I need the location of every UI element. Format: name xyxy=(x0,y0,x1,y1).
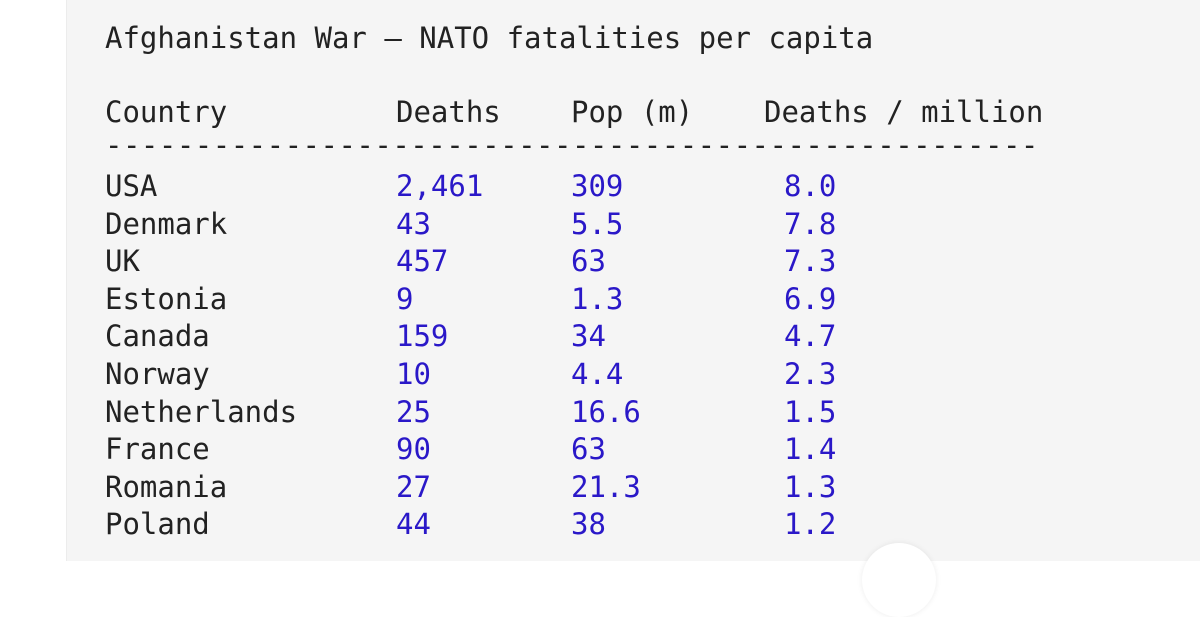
cell-country: Romania xyxy=(105,469,228,504)
cell-pop: 16.6 xyxy=(571,394,641,429)
header-deaths-per-million: Deaths / million xyxy=(764,95,1044,129)
cell-pop: 38 xyxy=(571,507,606,542)
cell-deaths: 27 xyxy=(396,469,431,504)
header-divider: ----------------------------------------… xyxy=(105,128,1039,162)
cell-deaths: 159 xyxy=(396,319,449,354)
table-row: France 90 63 1.4 xyxy=(0,431,1200,469)
cell-pop: 4.4 xyxy=(571,356,624,391)
cell-deaths-per-million: 7.8 xyxy=(784,206,837,241)
cell-deaths-per-million: 1.3 xyxy=(784,469,837,504)
cell-pop: 34 xyxy=(571,319,606,354)
cell-deaths: 2,461 xyxy=(396,169,484,203)
cell-deaths-per-million: 1.5 xyxy=(784,394,837,429)
cell-pop: 1.3 xyxy=(571,281,624,316)
cell-country: USA xyxy=(105,169,158,203)
table-row: Estonia 9 1.3 6.9 xyxy=(0,281,1200,319)
cell-pop: 5.5 xyxy=(571,206,624,241)
cell-country: Denmark xyxy=(105,206,228,241)
cell-country: Estonia xyxy=(105,281,228,316)
cell-pop: 21.3 xyxy=(571,469,641,504)
header-pop: Pop (m) xyxy=(571,95,694,129)
table-row: Poland 44 38 1.2 xyxy=(0,506,1200,544)
cell-deaths-per-million: 7.3 xyxy=(784,244,837,279)
header-deaths: Deaths xyxy=(396,95,501,129)
cell-deaths-per-million: 4.7 xyxy=(784,319,837,354)
cell-deaths: 10 xyxy=(396,356,431,391)
cell-deaths: 44 xyxy=(396,507,431,542)
table-row: Netherlands 25 16.6 1.5 xyxy=(0,394,1200,432)
cell-deaths-per-million: 6.9 xyxy=(784,281,837,316)
table-row: Norway 10 4.4 2.3 xyxy=(0,356,1200,394)
cell-deaths-per-million: 1.4 xyxy=(784,432,837,467)
cell-deaths-per-million: 1.2 xyxy=(784,507,837,542)
cell-deaths-per-million: 8.0 xyxy=(784,169,837,203)
code-block xyxy=(66,0,1200,561)
cell-country: Poland xyxy=(105,507,210,542)
cell-deaths: 9 xyxy=(396,281,414,316)
table-row: Denmark 43 5.5 7.8 xyxy=(0,206,1200,244)
cell-country: UK xyxy=(105,244,140,279)
cell-country: Canada xyxy=(105,319,210,354)
table-row: UK 457 63 7.3 xyxy=(0,243,1200,281)
cell-deaths: 43 xyxy=(396,206,431,241)
cell-deaths-per-million: 2.3 xyxy=(784,356,837,391)
cell-deaths: 457 xyxy=(396,244,449,279)
cell-country: France xyxy=(105,432,210,467)
cell-deaths: 25 xyxy=(396,394,431,429)
table-title: Afghanistan War — NATO fatalities per ca… xyxy=(105,21,874,55)
cell-deaths: 90 xyxy=(396,432,431,467)
table-body: USA 2,461 309 8.0 Denmark 43 5.5 7.8 UK … xyxy=(0,168,1200,544)
floating-button[interactable] xyxy=(862,543,936,617)
cell-pop: 63 xyxy=(571,244,606,279)
cell-pop: 309 xyxy=(571,169,624,203)
table-row: Romania 27 21.3 1.3 xyxy=(0,469,1200,507)
cell-country: Norway xyxy=(105,356,210,391)
table-row: Canada 159 34 4.7 xyxy=(0,318,1200,356)
table-row: USA 2,461 309 8.0 xyxy=(0,168,1200,206)
cell-pop: 63 xyxy=(571,432,606,467)
cell-country: Netherlands xyxy=(105,394,298,429)
header-country: Country xyxy=(105,95,228,129)
